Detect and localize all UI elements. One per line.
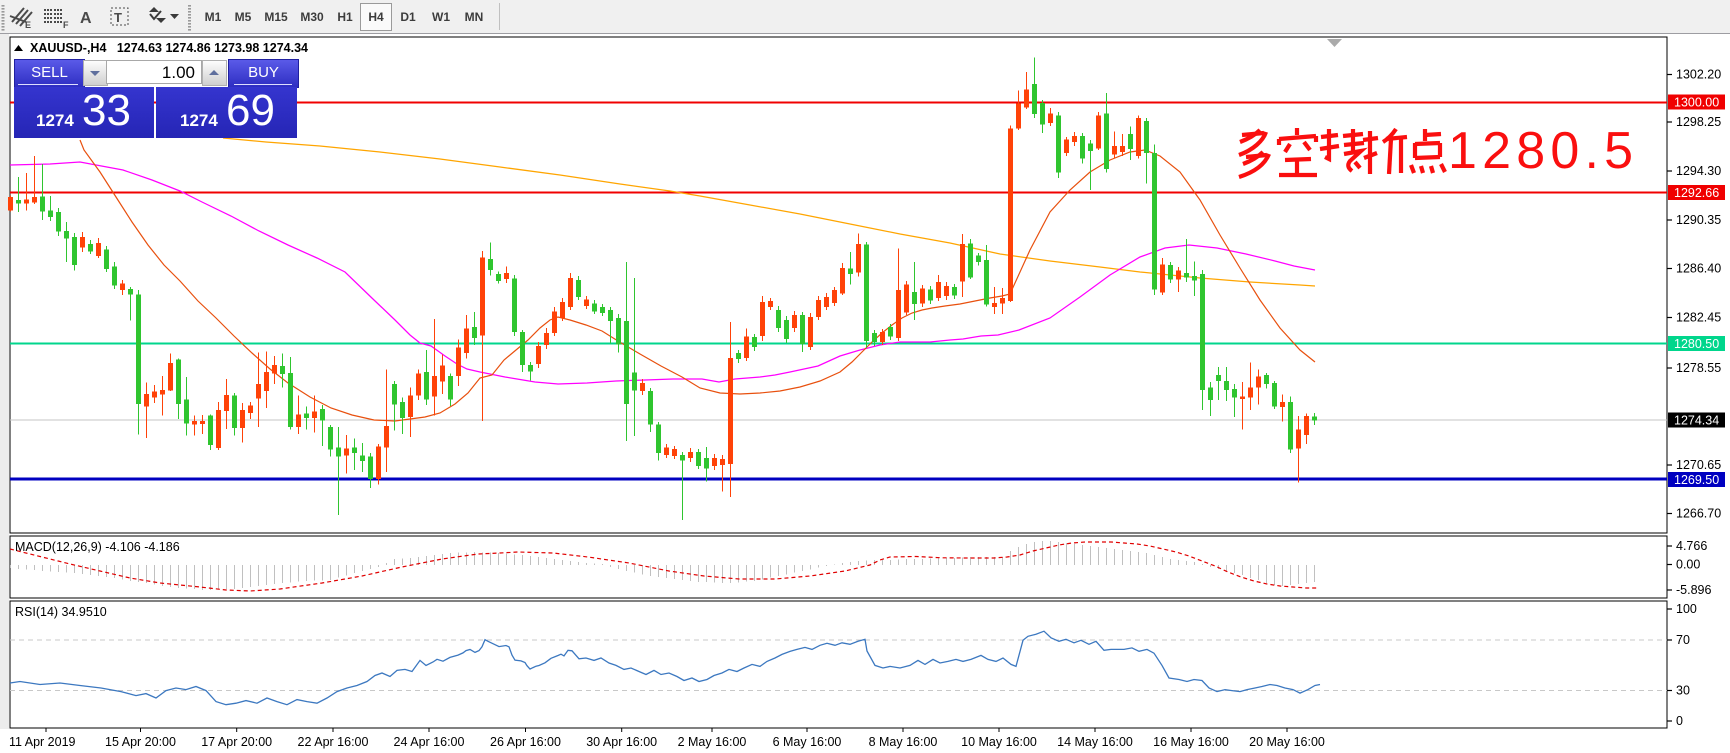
svg-text:F: F — [63, 20, 69, 30]
svg-text:6 May 16:00: 6 May 16:00 — [773, 735, 842, 749]
svg-text:E: E — [25, 20, 31, 30]
svg-text:10 May 16:00: 10 May 16:00 — [961, 735, 1037, 749]
svg-text:1266.70: 1266.70 — [1676, 507, 1721, 521]
svg-text:1298.25: 1298.25 — [1676, 115, 1721, 129]
svg-text:1269.50: 1269.50 — [1674, 473, 1719, 487]
svg-text:100: 100 — [1676, 602, 1697, 616]
svg-text:A: A — [80, 10, 92, 27]
svg-text:T: T — [114, 10, 122, 25]
svg-text:-5.896: -5.896 — [1676, 583, 1711, 597]
svg-text:15 Apr 20:00: 15 Apr 20:00 — [105, 735, 176, 749]
svg-text:1290.35: 1290.35 — [1676, 213, 1721, 227]
svg-text:XAUUSD-,H4 1274.63 1274.86 1: XAUUSD-,H4 1274.63 1274.86 1273.98 1274.… — [30, 41, 308, 55]
svg-text:30: 30 — [1676, 684, 1690, 698]
svg-text:14 May 16:00: 14 May 16:00 — [1057, 735, 1133, 749]
svg-text:16 May 16:00: 16 May 16:00 — [1153, 735, 1229, 749]
svg-text:0.00: 0.00 — [1676, 558, 1700, 572]
svg-text:70: 70 — [1676, 633, 1690, 647]
svg-text:17 Apr 20:00: 17 Apr 20:00 — [201, 735, 272, 749]
svg-text:1286.40: 1286.40 — [1676, 262, 1721, 276]
svg-text:1282.45: 1282.45 — [1676, 311, 1721, 325]
svg-text:20 May 16:00: 20 May 16:00 — [1249, 735, 1325, 749]
svg-text:0: 0 — [1676, 714, 1683, 728]
svg-text:RSI(14) 34.9510: RSI(14) 34.9510 — [15, 605, 107, 619]
svg-text:1302.20: 1302.20 — [1676, 68, 1721, 82]
svg-text:1280.50: 1280.50 — [1674, 337, 1719, 351]
svg-text:1274.34: 1274.34 — [1674, 414, 1719, 428]
svg-text:1278.55: 1278.55 — [1676, 361, 1721, 375]
svg-text:1270.65: 1270.65 — [1676, 458, 1721, 472]
svg-text:4.766: 4.766 — [1676, 539, 1707, 553]
svg-text:1292.66: 1292.66 — [1674, 186, 1719, 200]
svg-text:11 Apr 2019: 11 Apr 2019 — [9, 735, 76, 749]
svg-text:1294.30: 1294.30 — [1676, 164, 1721, 178]
svg-text:24 Apr 16:00: 24 Apr 16:00 — [394, 735, 465, 749]
svg-text:1280.5: 1280.5 — [1448, 122, 1633, 180]
svg-text:8 May 16:00: 8 May 16:00 — [869, 735, 938, 749]
svg-text:26 Apr 16:00: 26 Apr 16:00 — [490, 735, 561, 749]
svg-text:22 Apr 16:00: 22 Apr 16:00 — [298, 735, 369, 749]
svg-text:2 May 16:00: 2 May 16:00 — [678, 735, 747, 749]
svg-text:1300.00: 1300.00 — [1674, 96, 1719, 110]
svg-text:30 Apr 16:00: 30 Apr 16:00 — [586, 735, 657, 749]
svg-text:MACD(12,26,9) -4.106 -4.186: MACD(12,26,9) -4.106 -4.186 — [15, 540, 180, 554]
